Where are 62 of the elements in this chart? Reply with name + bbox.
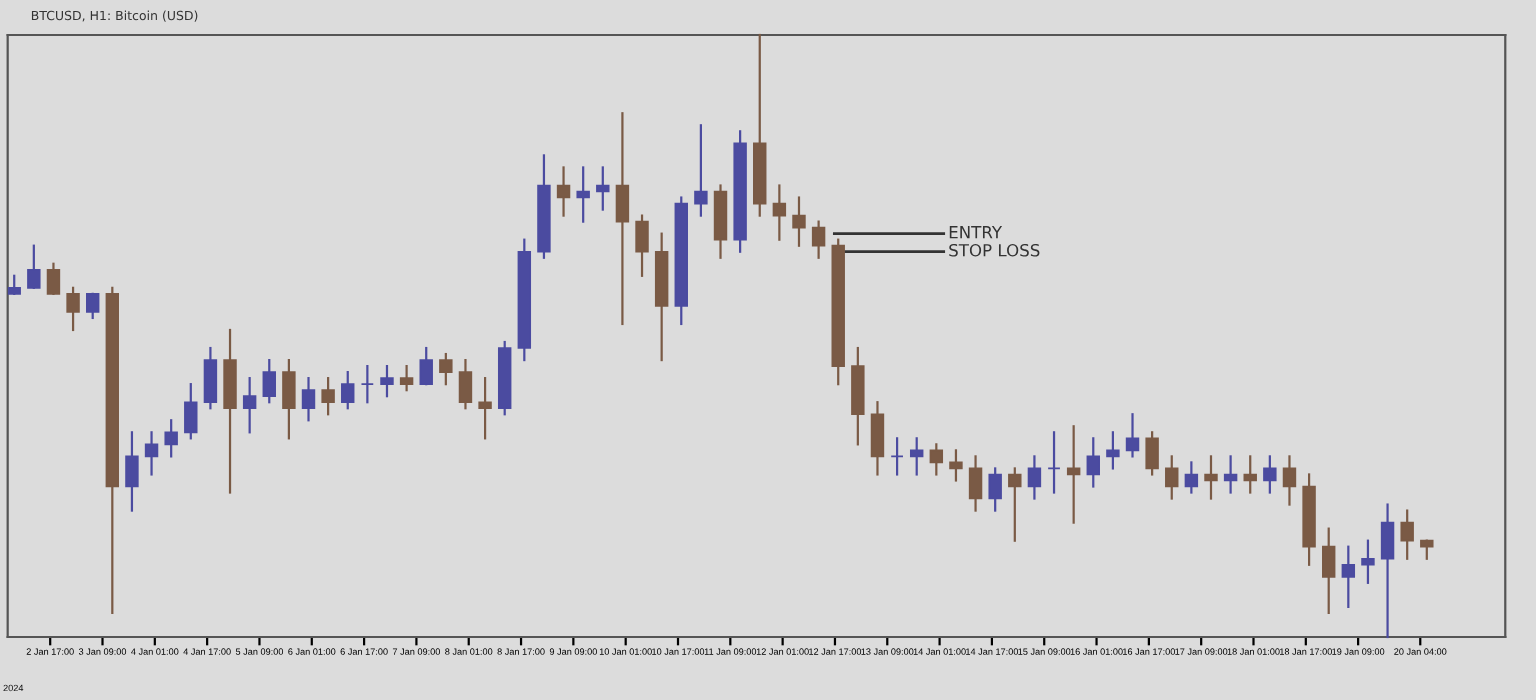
candlestick bbox=[1184, 461, 1199, 494]
candlestick bbox=[596, 166, 610, 211]
candlestick bbox=[1027, 455, 1042, 500]
candlestick bbox=[144, 431, 159, 476]
candlestick bbox=[1321, 527, 1336, 615]
candlestick bbox=[301, 377, 316, 422]
candlestick bbox=[458, 358, 473, 410]
candlestick bbox=[1165, 455, 1179, 500]
candlestick bbox=[125, 431, 139, 512]
candlestick bbox=[576, 166, 590, 223]
candlestick bbox=[7, 274, 21, 295]
candlestick bbox=[870, 401, 885, 476]
candlestick bbox=[694, 124, 708, 217]
candlestick bbox=[1204, 455, 1218, 500]
candlestick bbox=[635, 214, 649, 277]
candlestick bbox=[1243, 455, 1257, 494]
candlestick bbox=[360, 364, 375, 404]
candlestick bbox=[1420, 539, 1434, 560]
candlestick bbox=[1008, 467, 1022, 542]
candlestick bbox=[1341, 545, 1356, 609]
candlestick bbox=[419, 346, 433, 386]
candlestick bbox=[890, 437, 904, 476]
candlestick bbox=[1282, 455, 1297, 506]
candlestick bbox=[1223, 455, 1238, 494]
candlestick bbox=[1361, 539, 1375, 584]
candlestick bbox=[203, 346, 218, 410]
ref-line-label: STOP LOSS bbox=[949, 243, 1040, 257]
candlestick bbox=[792, 196, 806, 247]
candlestick bbox=[1380, 503, 1395, 639]
candlestick bbox=[242, 377, 257, 434]
candlestick bbox=[1047, 431, 1061, 494]
candlestick bbox=[811, 220, 826, 259]
candlestick bbox=[949, 449, 963, 482]
candlestick bbox=[1400, 509, 1414, 560]
candlestick bbox=[1125, 413, 1140, 458]
ref-line-label: ENTRY bbox=[949, 226, 1003, 239]
candlestick bbox=[1145, 431, 1159, 476]
candlestick bbox=[772, 184, 787, 241]
candlestick bbox=[929, 443, 944, 476]
candlestick bbox=[1086, 437, 1100, 488]
candlestick bbox=[1263, 455, 1277, 494]
candlestick bbox=[615, 112, 630, 326]
candlestick bbox=[380, 364, 394, 398]
candlestick bbox=[439, 352, 453, 386]
candlestick bbox=[909, 437, 924, 476]
candlestick bbox=[282, 358, 296, 440]
candlestick bbox=[1106, 431, 1120, 470]
candlestick bbox=[262, 358, 276, 404]
candlestick bbox=[46, 262, 61, 295]
candlestick bbox=[399, 364, 414, 392]
candlestick bbox=[1066, 425, 1081, 524]
candlestick bbox=[164, 419, 178, 458]
candlestick bbox=[556, 166, 571, 217]
candlestick bbox=[478, 377, 492, 440]
candlestick bbox=[968, 455, 983, 512]
candlestick bbox=[66, 286, 80, 332]
candlestick bbox=[321, 377, 335, 416]
candlestick bbox=[988, 467, 1002, 512]
candlestick bbox=[27, 244, 41, 289]
candlestick bbox=[85, 292, 100, 320]
candlestick bbox=[341, 371, 355, 410]
candlestick bbox=[184, 383, 198, 440]
